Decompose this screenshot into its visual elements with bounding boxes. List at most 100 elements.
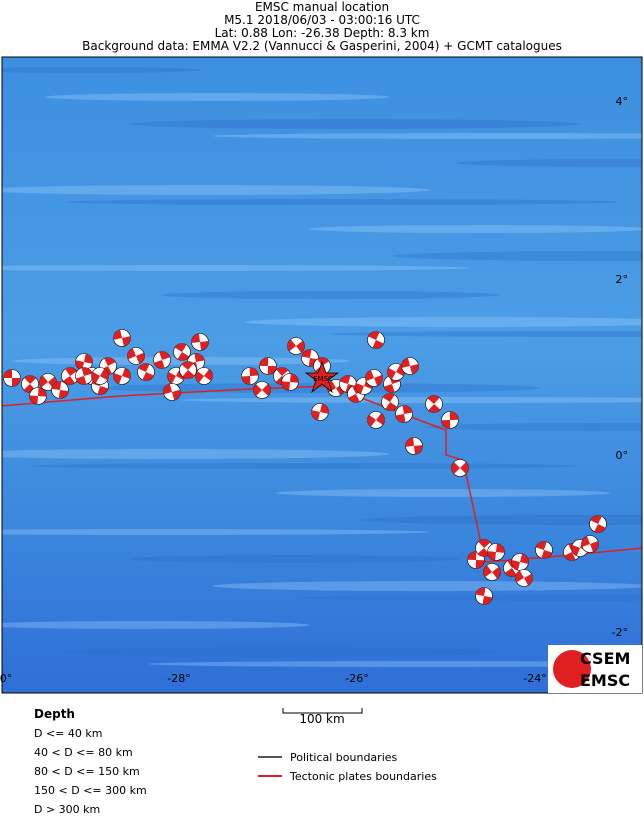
beachball — [29, 387, 47, 405]
beachball-quadrant — [181, 361, 195, 379]
beachball-quadrant — [63, 367, 77, 385]
beachball-quadrant — [427, 395, 441, 413]
beachball-quadrant — [487, 543, 505, 561]
beachball — [61, 367, 79, 385]
ridge — [32, 463, 580, 469]
beachball — [173, 343, 191, 361]
header-line: Background data: EMMA V2.2 (Vannucci & G… — [82, 39, 562, 53]
ridge — [2, 621, 310, 629]
beachball — [127, 347, 145, 365]
beachball — [287, 337, 305, 355]
epicenter-star — [304, 360, 340, 394]
beachball — [21, 375, 39, 393]
beachball-quadrant — [367, 413, 385, 427]
beachball — [51, 381, 69, 399]
scale-bar — [282, 708, 363, 714]
beachball — [75, 367, 93, 385]
ridge — [456, 159, 642, 167]
beachball-quadrant — [314, 357, 330, 375]
ridge — [44, 93, 390, 101]
beachball-quadrant — [163, 383, 181, 401]
legend-item: D > 300 km — [34, 803, 100, 815]
beachball — [441, 411, 459, 429]
ridge — [244, 317, 642, 327]
beachball — [451, 459, 469, 477]
header-line: M5.1 2018/06/03 - 03:00:16 UTC — [224, 13, 420, 27]
beachball — [75, 353, 93, 371]
beachball — [487, 543, 505, 561]
beachball-quadrant — [75, 353, 93, 371]
beachball — [241, 367, 259, 385]
beachball — [113, 367, 131, 385]
y-tick-label: 0° — [616, 449, 629, 462]
header-line: EMSC manual location — [255, 0, 389, 14]
ridge — [276, 489, 610, 497]
beachball — [259, 357, 277, 375]
beachball-quadrant — [401, 357, 419, 375]
beachball-quadrant — [327, 380, 345, 396]
beachball — [535, 541, 553, 559]
beachball-quadrant — [511, 553, 529, 571]
legend-title: Depth — [34, 707, 75, 721]
relief — [2, 67, 642, 667]
beachball-quadrant — [3, 369, 21, 387]
header-line: Lat: 0.88 Lon: -26.38 Depth: 8.3 km — [215, 26, 430, 40]
logo: CSEM EMSC — [548, 645, 642, 693]
beachball-quadrant — [515, 570, 533, 586]
epicenter-label: EMSC — [313, 375, 333, 383]
ridge — [2, 449, 390, 459]
beachball — [405, 437, 423, 455]
ridge — [64, 647, 500, 657]
beachball-quadrant — [191, 333, 209, 351]
focal-mechanisms — [3, 329, 607, 605]
beachball-quadrant — [29, 387, 47, 405]
beachball — [381, 393, 399, 411]
x-tick-label: -28° — [167, 672, 190, 685]
beachball-quadrant — [113, 368, 131, 384]
beachball — [91, 367, 109, 385]
ridge — [360, 515, 642, 525]
beachball — [511, 553, 529, 571]
beachball-quadrant — [75, 367, 93, 385]
y-tick-label: 2° — [616, 273, 629, 286]
beachball — [401, 357, 419, 375]
ridge — [296, 595, 642, 601]
ridge — [64, 199, 620, 205]
x-tick-label: 0° — [0, 672, 12, 685]
beachball-quadrant — [23, 375, 37, 393]
beachball-quadrant — [281, 373, 299, 391]
legend-item: 80 < D <= 150 km — [34, 765, 140, 778]
beachball-quadrant — [253, 383, 271, 397]
ridge — [96, 383, 540, 393]
beachball — [153, 351, 171, 369]
y-tick-label: 4° — [616, 95, 629, 108]
legend-item: 150 < D <= 300 km — [34, 784, 147, 797]
ridge — [212, 581, 642, 591]
legend-item: Tectonic plates boundaries — [289, 770, 437, 783]
beachball-quadrant — [581, 536, 599, 552]
beachball — [311, 403, 329, 421]
beachball — [387, 363, 405, 381]
beachball — [195, 367, 213, 385]
beachball-quadrant — [441, 411, 459, 429]
beachball — [137, 363, 155, 381]
beachball-quadrant — [195, 369, 213, 383]
beachball-quadrant — [241, 367, 259, 385]
ridge — [148, 661, 642, 667]
ridge — [2, 185, 430, 195]
beachball — [191, 333, 209, 351]
x-tick-label: -26° — [345, 672, 368, 685]
beachball — [179, 361, 197, 379]
beachball-quadrant — [138, 363, 154, 381]
beachball-quadrant — [39, 375, 57, 389]
beachball-quadrant — [365, 370, 383, 386]
beachball-quadrant — [51, 381, 69, 399]
ridge — [128, 119, 580, 129]
beachball-quadrant — [127, 348, 145, 364]
beachball-quadrant — [467, 551, 485, 569]
ridge — [128, 555, 460, 563]
beachball — [163, 383, 181, 401]
beachball-quadrant — [387, 364, 405, 380]
beachball-quadrant — [287, 339, 305, 353]
beachball — [589, 515, 607, 533]
